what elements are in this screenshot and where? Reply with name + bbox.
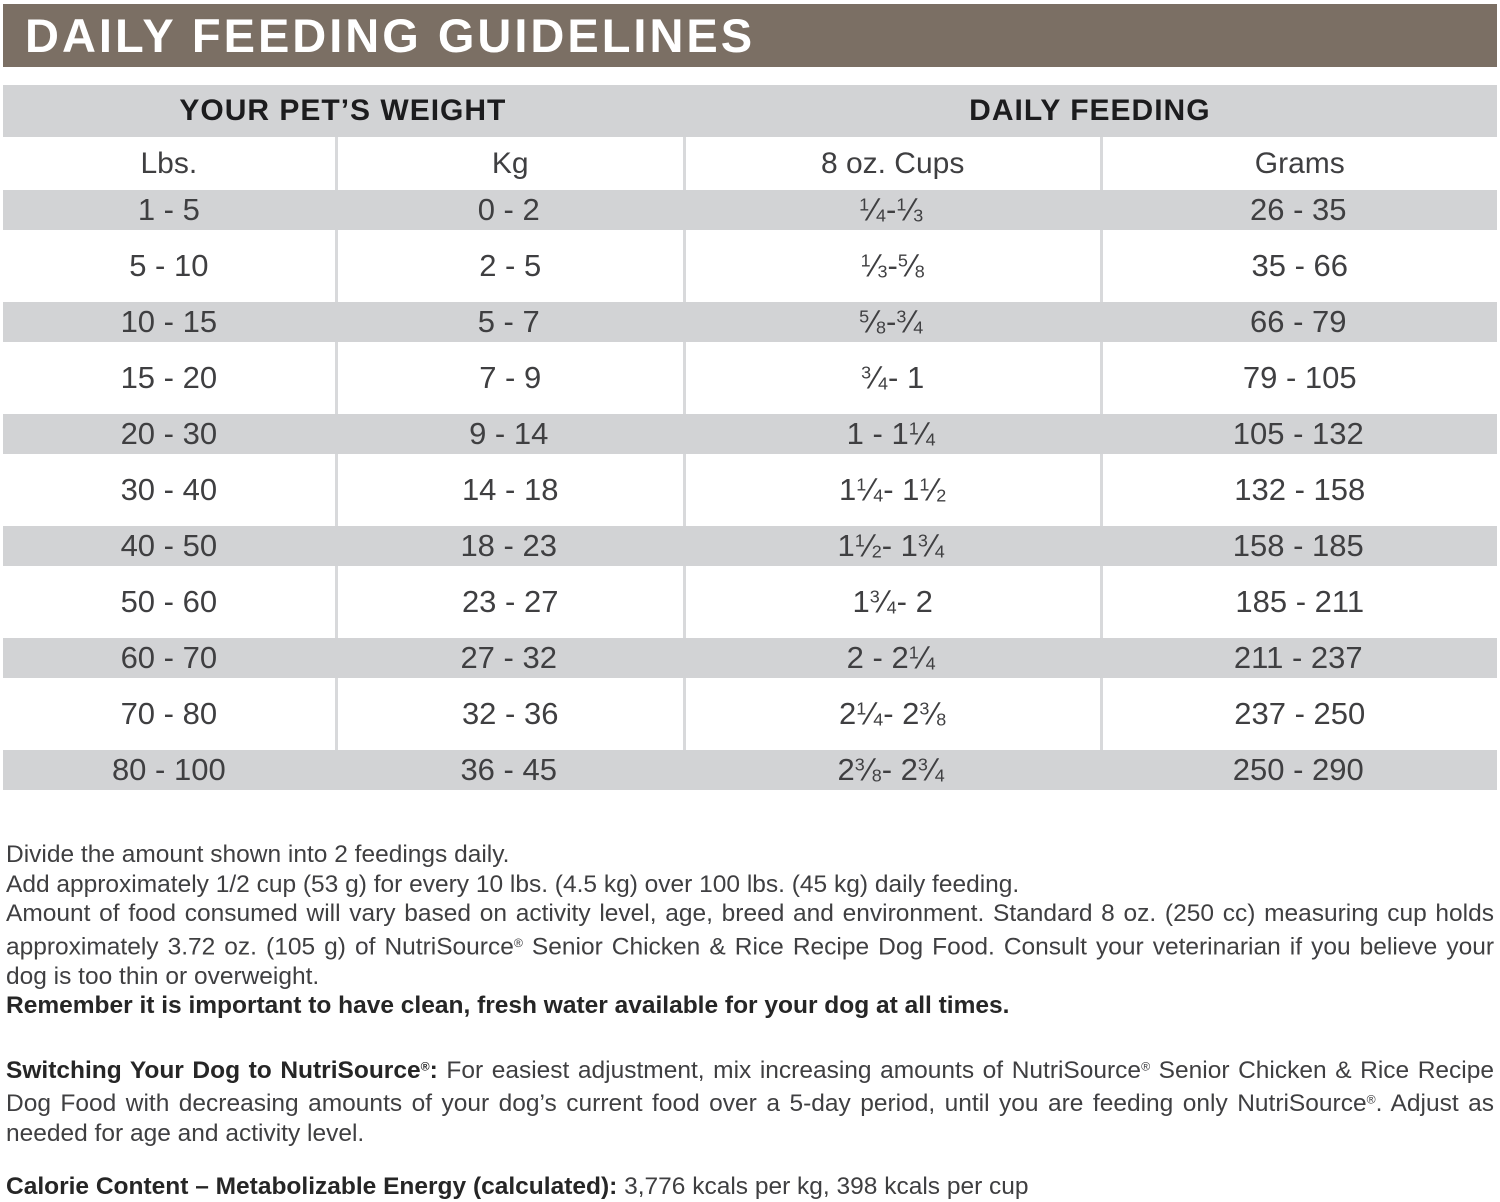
- cell-grams: 26 - 35: [1250, 192, 1347, 227]
- cell-cups: 1 - 1 1⁄4: [846, 416, 936, 451]
- calorie-line: Calorie Content – Metabolizable Energy (…: [6, 1172, 1494, 1202]
- cell-grams: 132 - 158: [1099, 454, 1497, 526]
- feeding-guidelines-label: DAILY FEEDING GUIDELINES YOUR PET’S WEIG…: [0, 4, 1500, 1200]
- cell-kg: 5 - 7: [477, 304, 540, 339]
- column-header-row: Lbs. Kg 8 oz. Cups Grams: [3, 137, 1497, 190]
- cell-kg: 0 - 2: [477, 192, 540, 227]
- cell-grams: 35 - 66: [1099, 230, 1497, 302]
- cell-kg: 7 - 9: [334, 342, 683, 414]
- switching-lead: Switching Your Dog to NutriSource®:: [6, 1057, 438, 1085]
- cell-grams: 237 - 250: [1099, 678, 1497, 750]
- table-row: 20 - 30 9 - 14 1 - 1 1⁄4 105 - 132: [3, 414, 1497, 454]
- note-line-feedings: Divide the amount shown into 2 feedings …: [6, 841, 510, 868]
- column-header-grams: Grams: [1099, 137, 1497, 190]
- table-row: 40 - 50 18 - 23 1 1⁄2 - 1 3⁄4 158 - 185: [3, 526, 1497, 566]
- group-header-pet-weight: YOUR PET’S WEIGHT: [179, 94, 507, 127]
- cell-grams: 211 - 237: [1233, 640, 1363, 675]
- calorie-value: 3,776 kcals per kg, 398 kcals per cup: [617, 1173, 1029, 1201]
- table-row: 70 - 80 32 - 36 2 1⁄4 - 2 3⁄8 237 - 250: [3, 678, 1497, 750]
- cell-cups: 3⁄4 - 1: [682, 342, 1100, 414]
- page-title: DAILY FEEDING GUIDELINES: [25, 9, 756, 62]
- cell-lbs: 20 - 30: [120, 416, 218, 451]
- cell-cups: 1⁄3 - 5⁄8: [682, 230, 1100, 302]
- column-header-kg: Kg: [334, 137, 683, 190]
- table-row: 1 - 5 0 - 2 1⁄4 - 1⁄3 26 - 35: [3, 190, 1497, 230]
- cell-lbs: 30 - 40: [120, 472, 218, 507]
- cell-kg: 32 - 36: [334, 678, 683, 750]
- feeding-table: YOUR PET’S WEIGHT DAILY FEEDING Lbs. Kg 8 …: [3, 85, 1497, 790]
- table-row: 50 - 60 23 - 27 1 3⁄4 - 2 185 - 211: [3, 566, 1497, 638]
- table-row: 80 - 100 36 - 45 2 3⁄8 - 2 3⁄4 250 - 290: [3, 750, 1497, 790]
- cell-kg: 9 - 14: [469, 416, 549, 451]
- group-header-daily-feeding: DAILY FEEDING: [969, 94, 1211, 127]
- cell-cups: 1 1⁄4 - 1 1⁄2: [682, 454, 1100, 526]
- cell-lbs: 5 - 10: [129, 248, 209, 283]
- note-line-consumption: Amount of food consumed will vary based …: [6, 900, 1494, 990]
- cell-grams: 158 - 185: [1232, 528, 1364, 563]
- column-header-cups: 8 oz. Cups: [682, 137, 1100, 190]
- table-row: 30 - 40 14 - 18 1 1⁄4 - 1 1⁄2 132 - 158: [3, 454, 1497, 526]
- cell-lbs: 15 - 20: [120, 360, 218, 395]
- cell-cups: 1 1⁄2 - 1 3⁄4: [837, 528, 945, 563]
- group-header-row: YOUR PET’S WEIGHT DAILY FEEDING: [3, 85, 1497, 137]
- title-bar: DAILY FEEDING GUIDELINES: [3, 4, 1497, 67]
- cell-cups: 5⁄8 - 3⁄4: [859, 304, 924, 339]
- cell-cups: 2 3⁄8 - 2 3⁄4: [837, 752, 945, 787]
- cell-kg: 36 - 45: [460, 752, 557, 787]
- cell-lbs: 10 - 15: [120, 304, 218, 339]
- column-header-lbs: Lbs.: [140, 146, 198, 180]
- cell-grams: 105 - 132: [1232, 416, 1364, 451]
- cell-lbs: 70 - 80: [120, 696, 218, 731]
- cell-grams: 250 - 290: [1232, 752, 1364, 787]
- cell-grams: 79 - 105: [1099, 342, 1497, 414]
- cell-grams: 185 - 211: [1099, 566, 1497, 638]
- table-row: 15 - 20 7 - 9 3⁄4 - 1 79 - 105: [3, 342, 1497, 414]
- cell-lbs: 1 - 5: [137, 192, 200, 227]
- cell-lbs: 50 - 60: [120, 584, 218, 619]
- table-row: 60 - 70 27 - 32 2 - 2 1⁄4 211 - 237: [3, 638, 1497, 678]
- cell-kg: 23 - 27: [334, 566, 683, 638]
- calorie-label: Calorie Content – Metabolizable Energy (…: [6, 1173, 618, 1201]
- cell-lbs: 40 - 50: [120, 528, 218, 563]
- cell-grams: 66 - 79: [1250, 304, 1347, 339]
- switching-body: For easiest adjustment, mix increasing a…: [6, 1057, 1495, 1147]
- note-line-over-100lbs: Add approximately 1/2 cup (53 g) for eve…: [6, 870, 1020, 898]
- cell-kg: 18 - 23: [460, 528, 557, 563]
- note-line-fresh-water: Remember it is important to have clean, …: [6, 992, 1010, 1020]
- cell-lbs: 60 - 70: [120, 640, 218, 675]
- cell-cups: 2 - 2 1⁄4: [846, 640, 936, 675]
- cell-kg: 27 - 32: [460, 640, 557, 675]
- cell-cups: 1⁄4 - 1⁄3: [859, 192, 924, 227]
- notes-section: Divide the amount shown into 2 feedings …: [6, 840, 1494, 1202]
- cell-cups: 1 3⁄4 - 2: [682, 566, 1100, 638]
- table-row: 10 - 15 5 - 7 5⁄8 - 3⁄4 66 - 79: [3, 302, 1497, 342]
- cell-lbs: 80 - 100: [111, 752, 226, 787]
- cell-kg: 2 - 5: [334, 230, 683, 302]
- table-body: 1 - 5 0 - 2 1⁄4 - 1⁄3 26 - 35 5 - 10 2 - 5 1⁄3…: [3, 190, 1497, 790]
- table-row: 5 - 10 2 - 5 1⁄3 - 5⁄8 35 - 66: [3, 230, 1497, 302]
- cell-cups: 2 1⁄4 - 2 3⁄8: [682, 678, 1100, 750]
- switching-paragraph: Switching Your Dog to NutriSource®: For …: [6, 1053, 1494, 1149]
- cell-kg: 14 - 18: [334, 454, 683, 526]
